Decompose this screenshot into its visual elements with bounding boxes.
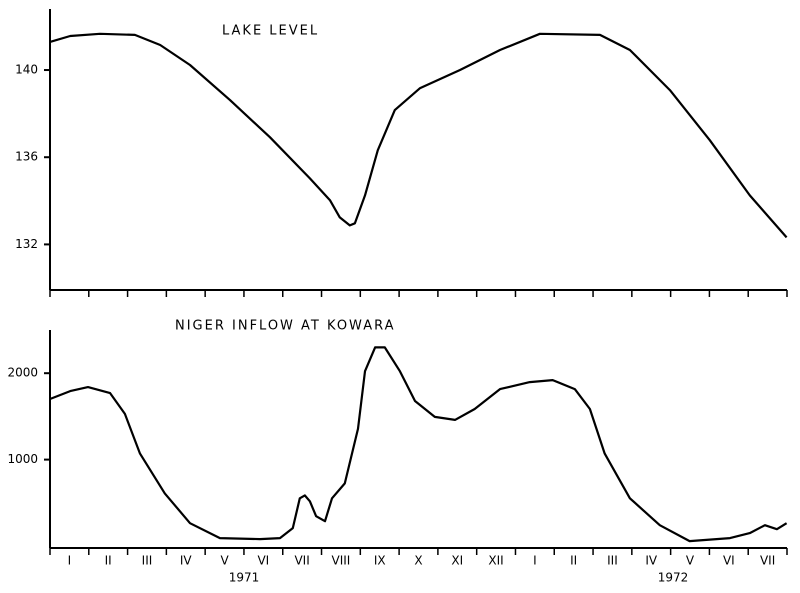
x-tick-label: IV <box>645 554 658 568</box>
x-tick-label: VI <box>257 554 269 568</box>
x-tick-label: VI <box>723 554 735 568</box>
x-tick-label: I <box>68 554 72 568</box>
data-line <box>49 346 788 543</box>
y-tick-label: 136 <box>15 150 38 164</box>
x-tick-label: II <box>105 554 112 568</box>
year-label: 1971 <box>229 571 260 585</box>
y-tick-label: 132 <box>15 237 38 251</box>
x-tick-label: II <box>570 554 577 568</box>
x-tick-label: VII <box>294 554 309 568</box>
year-label: 1972 <box>658 571 689 585</box>
data-line <box>49 32 788 239</box>
y-tick-label: 140 <box>15 63 38 77</box>
y-tick-label: 1000 <box>7 452 38 466</box>
x-tick-label: IX <box>374 554 386 568</box>
x-tick-label: IV <box>180 554 193 568</box>
x-tick-label: III <box>607 554 618 568</box>
x-tick-label: I <box>533 554 537 568</box>
x-tick-label: XII <box>488 554 503 568</box>
x-tick-label: V <box>686 554 695 568</box>
y-tick-label: 2000 <box>7 366 38 380</box>
chart-title: LAKE LEVEL <box>222 24 319 39</box>
x-tick-label: VIII <box>332 554 351 568</box>
chart-title: NIGER INFLOW AT KOWARA <box>175 319 395 334</box>
x-tick-label: XI <box>451 554 463 568</box>
x-tick-label: III <box>142 554 153 568</box>
x-tick-label: VII <box>760 554 775 568</box>
x-tick-label: V <box>220 554 229 568</box>
x-tick-label: X <box>414 554 422 568</box>
